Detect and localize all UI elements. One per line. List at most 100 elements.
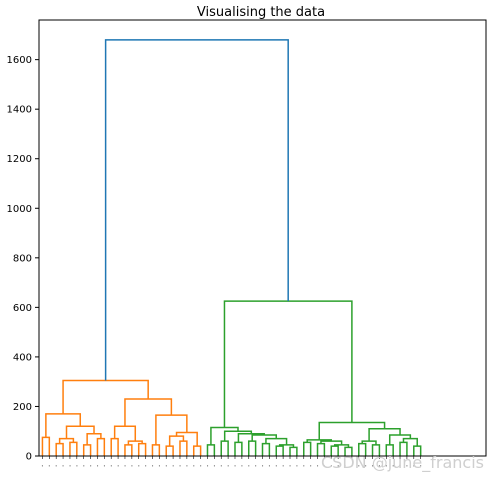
dendrogram-link (165, 445, 174, 456)
leaf-label: ∙ (96, 463, 99, 468)
dendrogram-link (124, 444, 133, 456)
dendrogram-link (192, 445, 202, 456)
dendrogram-link (275, 445, 284, 456)
watermark: CSDN @june_francis (321, 453, 484, 473)
leaf-label: ∙ (282, 463, 285, 468)
leaf-label: ∙ (186, 463, 189, 468)
leaf-label: ∙ (268, 463, 271, 468)
dendrogram-link (175, 431, 198, 447)
leaf-label: ∙ (82, 463, 85, 468)
leaf-label: ∙ (172, 463, 175, 468)
leaf-label: ∙ (48, 463, 51, 468)
leaf-label: ∙ (419, 463, 422, 468)
dendrogram-link (289, 446, 298, 456)
leaf-label: ∙ (124, 463, 127, 468)
leaf-label: ∙ (406, 463, 409, 468)
y-tick-label: 1000 (7, 204, 32, 215)
leaf-label: ∙ (220, 463, 223, 468)
leaf-label: ∙ (41, 463, 44, 468)
leaf-label: ∙ (234, 463, 237, 468)
leaf-label: ∙ (330, 463, 333, 468)
chart-title: Visualising the data (197, 5, 325, 20)
leaf-label: ∙ (165, 463, 168, 468)
leaf-label: ∙ (303, 463, 306, 468)
leaf-label: ∙ (344, 463, 347, 468)
leaf-label: ∙ (399, 463, 402, 468)
leaf-label: ∙ (151, 463, 154, 468)
leaf-label: ∙ (89, 463, 92, 468)
dendrogram-link (358, 442, 367, 456)
leaf-label: ∙ (296, 463, 299, 468)
dendrogram-link (306, 439, 333, 443)
leaf-label: ∙ (137, 463, 140, 468)
dendrogram-link (96, 437, 106, 456)
leaf-label: ∙ (392, 463, 395, 468)
dendrogram-link (237, 432, 265, 443)
leaf-label: ∙ (247, 463, 250, 468)
axes-frame (38, 19, 487, 457)
dendrogram-link (137, 442, 147, 456)
leaf-label: ∙ (227, 463, 230, 468)
leaf-label: ∙ (337, 463, 340, 468)
dendrogram-link (82, 444, 92, 456)
leaf-label: ∙ (69, 463, 72, 468)
dendrogram-link (344, 446, 353, 456)
leaf-label: ∙ (309, 463, 312, 468)
leaf-label: ∙ (413, 463, 416, 468)
dendrogram-link (151, 444, 161, 456)
leaf-label: ∙ (351, 463, 354, 468)
dendrogram-link (247, 440, 257, 456)
leaf-label: ∙ (385, 463, 388, 468)
y-tick-label: 200 (13, 402, 32, 413)
dendrogram-link (223, 300, 353, 428)
y-tick-label: 800 (13, 253, 32, 264)
leaf-label: ∙ (378, 463, 381, 468)
dendrogram-link (55, 442, 64, 456)
dendrogram-link (110, 437, 119, 456)
dendrogram-link (124, 398, 173, 427)
leaf-label: ∙ (192, 463, 195, 468)
leaf-label: ∙ (213, 463, 216, 468)
dendrogram-link (69, 441, 78, 456)
leaf-label: ∙ (261, 463, 264, 468)
dendrogram-link (220, 440, 229, 456)
dendrogram-link (206, 444, 216, 456)
leaf-label: ∙ (289, 463, 292, 468)
dendrogram-link (65, 425, 95, 439)
leaf-label: ∙ (358, 463, 361, 468)
leaf-label: ∙ (364, 463, 367, 468)
dendrogram-link (316, 442, 326, 456)
y-tick-label: 1600 (7, 55, 32, 66)
leaf-label: ∙ (117, 463, 120, 468)
leaf-label: ∙ (199, 463, 202, 468)
dendrogram-link (261, 442, 271, 456)
leaf-label: ∙ (144, 463, 147, 468)
dendrogram-link (86, 432, 102, 445)
dendrogram-link (330, 445, 339, 456)
leaf-label: ∙ (76, 463, 79, 468)
dendrogram-link (179, 440, 188, 456)
leaf-label: ∙ (62, 463, 65, 468)
dendrogram-link (168, 435, 185, 447)
y-tick-label: 600 (13, 303, 32, 314)
dendrogram-links (41, 39, 422, 456)
dendrogram-link (41, 436, 51, 456)
leaf-ticks: ∙ ∙ ∙ ∙ ∙ ∙ ∙ ∙ ∙ ∙ ∙ ∙ ∙ ∙ ∙ ∙ ∙ ∙ ∙ ∙ ∙ ∙ ∙ ∙ ∙ ∙ ∙ ∙ ∙ ∙ ∙ ∙ ∙ ∙ ∙ ∙ ∙ ∙ ∙ ∙… (41, 456, 422, 468)
leaf-label: ∙ (55, 463, 58, 468)
leaf-label: ∙ (254, 463, 257, 468)
y-tick-label: 0 (26, 452, 32, 463)
leaf-label: ∙ (110, 463, 113, 468)
dendrogram-link (104, 39, 289, 381)
leaf-label: ∙ (206, 463, 209, 468)
leaf-label: ∙ (131, 463, 134, 468)
y-axis: 0 200 400 600 800 1000 1200 1400 1600 (7, 55, 39, 463)
y-tick-label: 400 (13, 352, 32, 363)
dendrogram-link (234, 441, 243, 456)
leaf-label: ∙ (241, 463, 244, 468)
leaf-label: ∙ (179, 463, 182, 468)
dendrogram-link (413, 445, 422, 456)
dendrogram-link (303, 441, 312, 456)
leaf-label: ∙ (371, 463, 374, 468)
leaf-label: ∙ (158, 463, 161, 468)
